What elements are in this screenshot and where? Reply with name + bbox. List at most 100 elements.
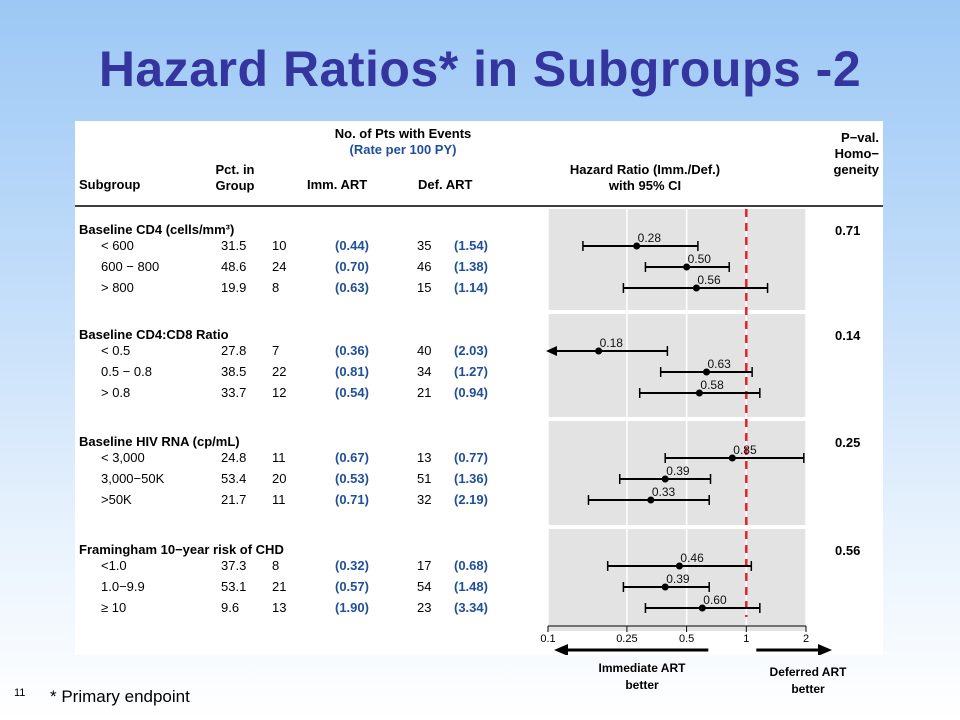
row-pct: 24.8: [221, 450, 247, 465]
hr-point: [698, 604, 706, 612]
row-pct: 27.8: [221, 343, 247, 358]
row-label: < 3,000: [101, 450, 145, 465]
p-value: 0.25: [835, 435, 861, 450]
row-label: < 0.5: [101, 343, 131, 358]
pval-header-line3: geneity: [833, 162, 879, 177]
hr-value-label: 0.63: [708, 357, 732, 371]
hr-point: [703, 368, 711, 376]
row-def-n: 46: [417, 259, 432, 274]
row-def-n: 21: [417, 385, 432, 400]
x-tick-label: 0.5: [679, 633, 694, 645]
ci-arrow: [546, 346, 557, 356]
hr-point: [661, 583, 669, 591]
immediate-better-label: Immediate ART better: [598, 661, 686, 692]
row-imm-n: 11: [272, 492, 286, 507]
row-imm-rate: (0.63): [335, 280, 369, 295]
row-def-rate: (1.48): [454, 579, 488, 594]
hr-value-label: 0.56: [697, 273, 721, 287]
pval-header: P−val. Homo− geneity: [813, 130, 879, 178]
pval-header-line1: P−val.: [841, 130, 879, 145]
row-pct: 37.3: [221, 558, 247, 573]
row-imm-n: 11: [272, 450, 286, 465]
events-header: No. of Pts with Events (Rate per 100 PY): [303, 126, 503, 158]
pct-header: Pct. in Group: [205, 162, 265, 194]
row-imm-rate: (0.67): [335, 450, 369, 465]
hr-point: [633, 242, 641, 250]
row-def-rate: (1.38): [454, 259, 488, 274]
row-imm-n: 21: [272, 579, 287, 594]
group-label: Baseline CD4:CD8 Ratio: [79, 327, 229, 342]
row-imm-n: 8: [272, 558, 280, 573]
pval-header-line2: Homo−: [834, 146, 879, 161]
row-def-rate: (2.03): [454, 343, 488, 358]
group-panel-bg: [548, 209, 806, 310]
row-label: > 800: [101, 280, 134, 295]
row-imm-n: 10: [272, 238, 287, 253]
hr-point: [675, 562, 683, 570]
group-label: Framingham 10−year risk of CHD: [79, 542, 284, 557]
p-value: 0.14: [835, 328, 861, 343]
hr-header-line2: with 95% CI: [608, 178, 682, 193]
group-label: Baseline CD4 (cells/mm³): [79, 222, 235, 237]
row-imm-n: 8: [272, 280, 280, 295]
hr-header: Hazard Ratio (Imm./Def.) with 95% CI: [545, 162, 745, 194]
row-def-n: 17: [417, 558, 432, 573]
row-label: >50K: [101, 492, 132, 507]
x-tick-label: 2: [803, 633, 809, 645]
row-def-n: 35: [417, 238, 432, 253]
row-imm-rate: (0.54): [335, 385, 369, 400]
hr-header-line1: Hazard Ratio (Imm./Def.): [569, 162, 721, 177]
row-pct: 53.4: [221, 471, 247, 486]
forest-plot-svg: 0.1 0.25 0.5 1 20.280.500.560.180.630.580.85…: [75, 205, 883, 655]
hr-value-label: 0.60: [703, 593, 727, 607]
row-imm-n: 7: [272, 343, 280, 358]
row-imm-n: 13: [272, 600, 287, 615]
row-label: 1.0−9.9: [101, 579, 145, 594]
row-def-rate: (0.77): [454, 450, 488, 465]
group-panel-bg: [548, 421, 806, 525]
row-def-rate: (2.19): [454, 492, 488, 507]
row-def-n: 40: [417, 343, 432, 358]
pct-header-line1: Pct. in: [215, 162, 255, 177]
hr-value-label: 0.85: [733, 443, 757, 457]
group-label: Baseline HIV RNA (cp/mL): [79, 434, 240, 449]
row-def-rate: (1.36): [454, 471, 488, 486]
row-label: 600 − 800: [101, 259, 160, 274]
p-value: 0.56: [835, 543, 861, 558]
hr-point: [692, 284, 700, 292]
group-panel-bg: [548, 314, 806, 417]
row-def-rate: (0.94): [454, 385, 488, 400]
row-label: > 0.8: [101, 385, 131, 400]
hr-value-label: 0.39: [666, 572, 690, 586]
row-label: ≥ 10: [101, 600, 127, 615]
subgroup-header: Subgroup: [79, 177, 141, 192]
row-def-rate: (3.34): [454, 600, 488, 615]
x-tick-label: 0.1: [540, 633, 555, 645]
footnote: * Primary endpoint: [50, 687, 190, 706]
hr-point: [647, 496, 655, 504]
row-imm-rate: (0.57): [335, 579, 369, 594]
row-def-n: 54: [417, 579, 432, 594]
slide-number: 11: [14, 687, 26, 699]
deferred-better-arrowhead: [818, 644, 832, 655]
row-def-n: 32: [417, 492, 432, 507]
row-def-rate: (0.68): [454, 558, 488, 573]
row-pct: 33.7: [221, 385, 247, 400]
row-label: 3,000−50K: [101, 471, 165, 486]
row-label: < 600: [101, 238, 134, 253]
def-header: Def. ART: [418, 177, 473, 192]
row-label: <1.0: [101, 558, 127, 573]
row-imm-rate: (0.44): [335, 238, 369, 253]
forest-plot-panel: No. of Pts with Events (Rate per 100 PY)…: [75, 121, 883, 655]
hr-point: [695, 389, 703, 397]
row-def-n: 15: [417, 280, 432, 295]
row-def-n: 34: [417, 364, 432, 379]
row-imm-n: 22: [272, 364, 287, 379]
group-panel-bg: [548, 529, 806, 631]
row-imm-rate: (0.32): [335, 558, 369, 573]
row-def-rate: (1.14): [454, 280, 488, 295]
slide-title: Hazard Ratios* in Subgroups -2: [98, 41, 862, 97]
row-def-n: 23: [417, 600, 432, 615]
pct-header-line2: Group: [215, 178, 255, 193]
row-imm-rate: (0.36): [335, 343, 369, 358]
